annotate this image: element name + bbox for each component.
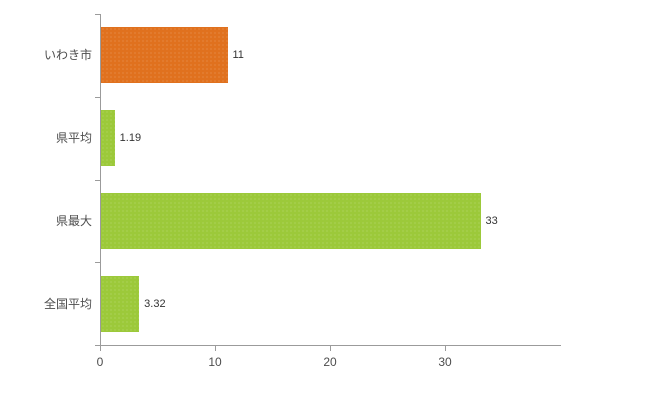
x-axis-tick-2 bbox=[330, 346, 331, 351]
y-axis-tick-0 bbox=[95, 14, 100, 15]
x-axis-tick-label-0: 0 bbox=[96, 355, 104, 369]
bar-0 bbox=[101, 27, 228, 84]
x-axis-tick-label-3: 30 bbox=[438, 355, 452, 369]
bar-2 bbox=[101, 192, 481, 249]
x-axis-tick-3 bbox=[445, 346, 446, 351]
category-label-0: いわき市 bbox=[43, 48, 92, 63]
x-axis-tick-1 bbox=[215, 346, 216, 351]
x-axis-tick-label-2: 20 bbox=[323, 355, 337, 369]
plot-area bbox=[100, 14, 561, 346]
y-axis-tick-1 bbox=[95, 96, 100, 98]
value-label-1: 1.19 bbox=[119, 132, 142, 145]
y-axis-tick-3 bbox=[95, 262, 100, 264]
y-axis-tick-2 bbox=[95, 179, 100, 181]
value-label-0: 11 bbox=[232, 49, 244, 62]
bar-3 bbox=[101, 275, 140, 332]
value-label-3: 3.32 bbox=[144, 297, 166, 310]
x-axis-tick-label-1: 10 bbox=[208, 355, 222, 369]
category-label-1: 県平均 bbox=[55, 131, 92, 146]
y-axis-tick-4 bbox=[95, 345, 100, 346]
value-label-2: 33 bbox=[485, 214, 498, 227]
category-label-3: 全国平均 bbox=[43, 296, 92, 311]
bar-1 bbox=[101, 110, 115, 167]
x-axis-tick-0 bbox=[100, 346, 101, 351]
category-label-2: 県最大 bbox=[55, 213, 92, 228]
